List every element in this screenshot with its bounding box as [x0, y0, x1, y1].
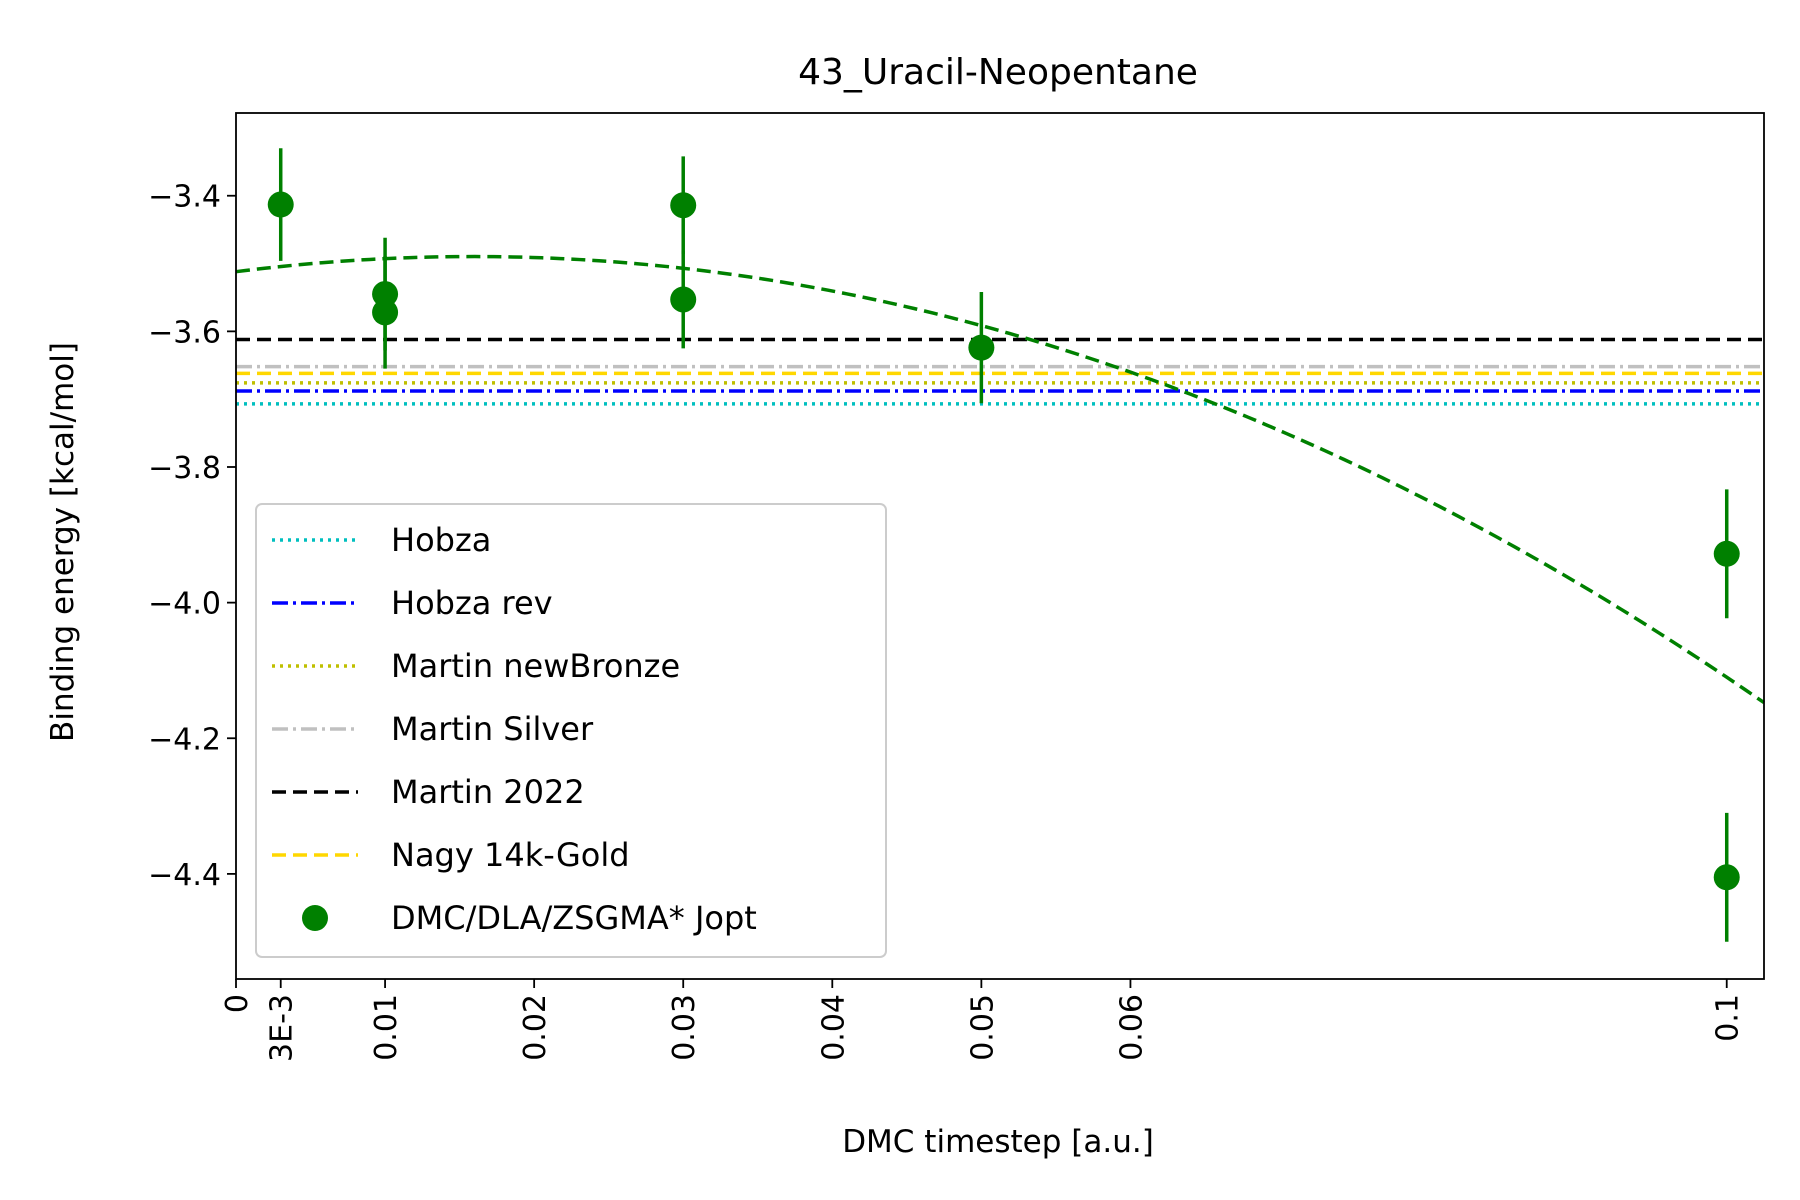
x-axis: 0 3E-3 0.01 0.02 0.03 0.04 0.05 0.06 0.1	[220, 979, 1746, 1062]
legend-label-2: Martin newBronze	[391, 647, 680, 685]
chart-title: 43_Uracil-Neopentane	[798, 52, 1198, 93]
legend-label-4: Martin 2022	[391, 773, 585, 811]
fit-curve	[235, 254, 1765, 705]
data-point-7	[1713, 864, 1740, 891]
legend-label-6: DMC/DLA/ZSGMA* Jopt	[391, 899, 757, 937]
y-tick-label-5: −4.4	[148, 858, 221, 893]
y-tick-label-3: −4.0	[148, 587, 221, 622]
fit-curve-layer	[235, 254, 1765, 705]
y-axis-label: Binding energy [kcal/mol]	[45, 342, 81, 742]
data-point-3	[670, 192, 697, 219]
data-points-layer	[267, 148, 1740, 942]
x-tick-label-3: 0.02	[518, 994, 553, 1061]
data-point-2	[372, 299, 399, 326]
y-axis: −3.4 −3.6 −3.8 −4.0 −4.2 −4.4	[148, 180, 236, 893]
legend-box	[255, 503, 887, 958]
legend-label-5: Nagy 14k-Gold	[391, 836, 630, 874]
data-point-0	[267, 191, 294, 218]
x-tick-label-2: 0.01	[369, 994, 404, 1061]
reference-lines	[236, 337, 1764, 406]
legend-swatch-6	[302, 905, 328, 931]
x-tick-label-7: 0.06	[1114, 994, 1149, 1061]
y-tick-label-4: −4.2	[148, 722, 221, 757]
legend: Hobza Hobza rev Martin newBronze Martin Sil…	[255, 503, 887, 958]
x-tick-label-0: 0	[220, 994, 255, 1013]
y-tick-label-0: −3.4	[148, 180, 221, 215]
y-tick-label-1: −3.6	[148, 315, 221, 350]
x-tick-label-8: 0.1	[1711, 994, 1746, 1042]
data-point-4	[670, 286, 697, 313]
x-tick-label-1: 3E-3	[265, 994, 300, 1062]
x-tick-label-5: 0.04	[816, 994, 851, 1061]
data-point-5	[968, 334, 995, 361]
plot-area-frame	[235, 112, 1765, 980]
legend-label-1: Hobza rev	[391, 584, 553, 622]
x-axis-label: DMC timestep [a.u.]	[842, 1124, 1154, 1160]
x-tick-label-6: 0.05	[965, 994, 1000, 1061]
legend-label-3: Martin Silver	[391, 710, 594, 748]
x-tick-label-4: 0.03	[667, 994, 702, 1061]
y-tick-label-2: −3.8	[148, 451, 221, 486]
data-point-6	[1713, 540, 1740, 567]
legend-label-0: Hobza	[391, 521, 491, 559]
